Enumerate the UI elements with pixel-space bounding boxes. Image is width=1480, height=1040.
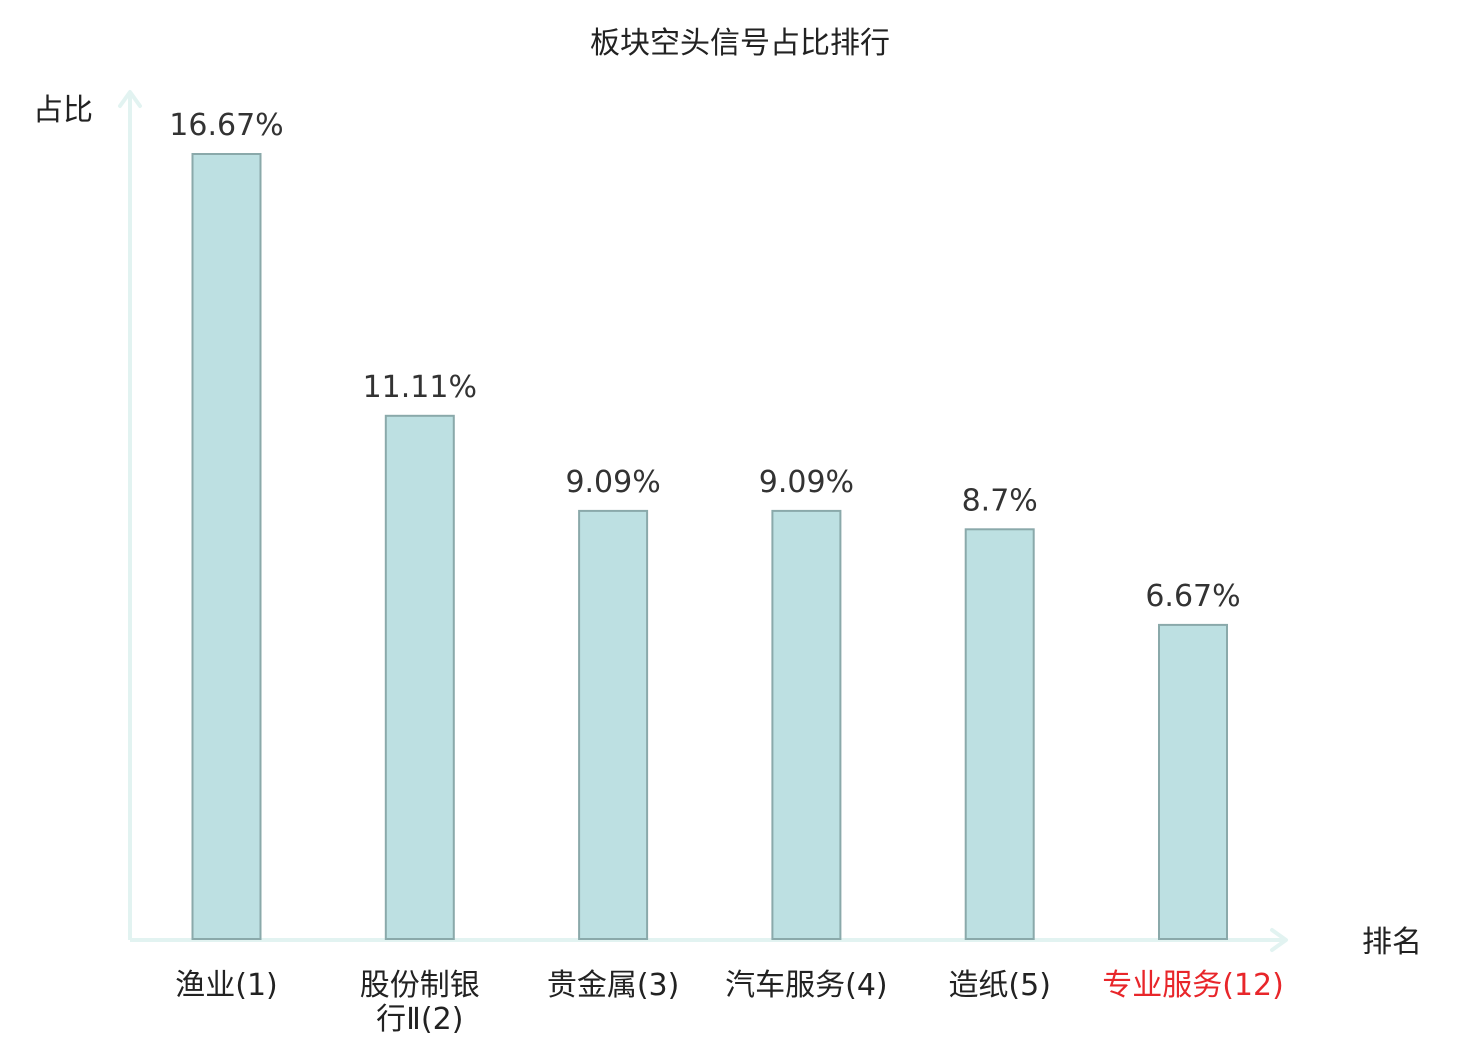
x-axis-arrow-icon <box>1270 928 1288 952</box>
bar-value-label: 8.7% <box>962 483 1038 518</box>
bar <box>191 153 262 940</box>
x-tick-label-line: 股份制银 <box>360 968 480 1003</box>
x-tick-label: 汽车服务(4) <box>725 968 888 1003</box>
bars-group <box>191 153 1228 941</box>
x-tick-label: 贵金属(3) <box>547 968 680 1003</box>
x-tick-label: 渔业(1) <box>175 968 278 1003</box>
bar-value-label: 9.09% <box>759 465 854 500</box>
x-axis <box>130 928 1288 952</box>
x-axis-label: 排名 <box>1362 925 1422 960</box>
category-labels-group: 渔业(1) 股份制银行Ⅱ(2) 贵金属(3) 汽车服务(4) 造纸(5) 专业服务(12) <box>175 968 1284 1037</box>
bar <box>771 509 842 940</box>
x-tick-label-line: 造纸(5) <box>948 968 1051 1003</box>
x-tick-label: 股份制银行Ⅱ(2) <box>360 968 480 1037</box>
bar <box>1158 623 1228 941</box>
y-axis-arrow-icon <box>118 90 142 108</box>
x-tick-label-line: 行Ⅱ(2) <box>376 1002 463 1037</box>
x-tick-label-line: 渔业(1) <box>175 968 278 1003</box>
y-axis-label: 占比 <box>33 93 93 128</box>
bar-value-label: 16.67% <box>169 108 283 143</box>
x-tick-label: 造纸(5) <box>948 968 1051 1003</box>
bar-value-label: 9.09% <box>565 465 660 500</box>
bar <box>384 414 455 940</box>
x-tick-label-line: 汽车服务(4) <box>725 968 888 1003</box>
bar-value-label: 11.11% <box>363 370 477 405</box>
chart-title: 板块空头信号占比排行 <box>590 26 890 61</box>
value-labels-group: 16.67% 11.11% 9.09% 9.09% 8.7% 6.67% <box>169 108 1240 614</box>
x-tick-label: 专业服务(12) <box>1102 968 1284 1003</box>
x-tick-label-line: 专业服务(12) <box>1102 968 1284 1003</box>
bar <box>964 528 1035 940</box>
x-tick-label-line: 贵金属(3) <box>547 968 680 1003</box>
bar <box>578 509 649 940</box>
y-axis <box>118 90 142 940</box>
bar-value-label: 6.67% <box>1145 579 1240 614</box>
